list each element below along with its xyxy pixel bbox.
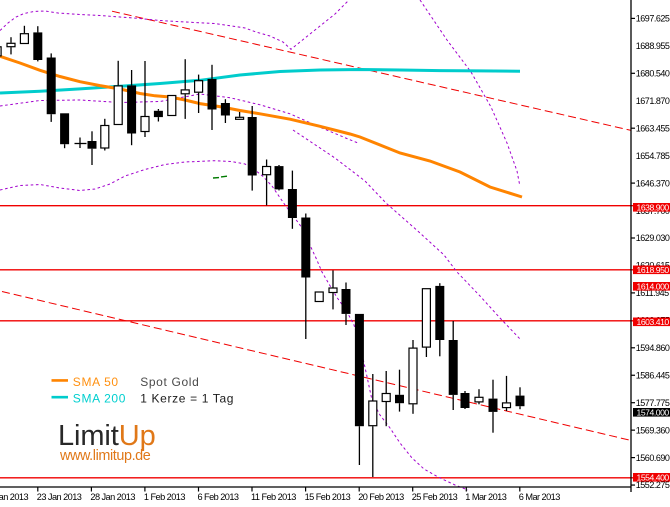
svg-text:1688.955: 1688.955 xyxy=(636,41,670,51)
svg-text:1654.785: 1654.785 xyxy=(636,151,670,161)
svg-text:1594.860: 1594.860 xyxy=(636,343,670,353)
svg-text:SMA 50: SMA 50 xyxy=(73,375,119,389)
svg-text:1569.360: 1569.360 xyxy=(636,425,670,435)
svg-text:1663.455: 1663.455 xyxy=(636,123,670,133)
svg-text:1554.400: 1554.400 xyxy=(637,472,670,482)
svg-text:SMA 200: SMA 200 xyxy=(73,391,126,405)
svg-text:1614.000: 1614.000 xyxy=(637,281,670,291)
svg-text:1 Mar 2013: 1 Mar 2013 xyxy=(465,492,506,502)
svg-text:11 Feb 2013: 11 Feb 2013 xyxy=(251,492,296,502)
svg-text:1629.030: 1629.030 xyxy=(636,233,670,243)
svg-text:1671.870: 1671.870 xyxy=(636,96,670,106)
svg-text:1 Feb 2013: 1 Feb 2013 xyxy=(144,492,185,502)
svg-text:20 Feb 2013: 20 Feb 2013 xyxy=(358,492,404,502)
svg-text:www.limitup.de: www.limitup.de xyxy=(59,448,151,464)
svg-text:23 Jan 2013: 23 Jan 2013 xyxy=(37,492,82,502)
svg-text:1680.540: 1680.540 xyxy=(636,69,670,79)
svg-text:25 Feb 2013: 25 Feb 2013 xyxy=(412,492,458,502)
svg-text:1574.000: 1574.000 xyxy=(637,407,670,417)
svg-text:28 Jan 2013: 28 Jan 2013 xyxy=(90,492,135,502)
svg-text:Spot Gold: Spot Gold xyxy=(140,375,199,389)
svg-text:15 Feb 2013: 15 Feb 2013 xyxy=(305,492,351,502)
svg-text:1560.690: 1560.690 xyxy=(636,453,670,463)
svg-text:1603.410: 1603.410 xyxy=(637,317,670,327)
svg-text:1 Kerze = 1 Tag: 1 Kerze = 1 Tag xyxy=(140,391,234,405)
svg-text:1638.900: 1638.900 xyxy=(637,202,670,212)
svg-text:1646.370: 1646.370 xyxy=(636,178,670,188)
svg-text:6 Feb 2013: 6 Feb 2013 xyxy=(198,492,239,502)
svg-text:1586.445: 1586.445 xyxy=(636,370,670,380)
svg-text:18 Jan 2013: 18 Jan 2013 xyxy=(0,492,28,502)
svg-text:6 Mar 2013: 6 Mar 2013 xyxy=(519,492,560,502)
svg-text:1618.950: 1618.950 xyxy=(637,265,670,275)
svg-text:1697.625: 1697.625 xyxy=(636,14,670,24)
